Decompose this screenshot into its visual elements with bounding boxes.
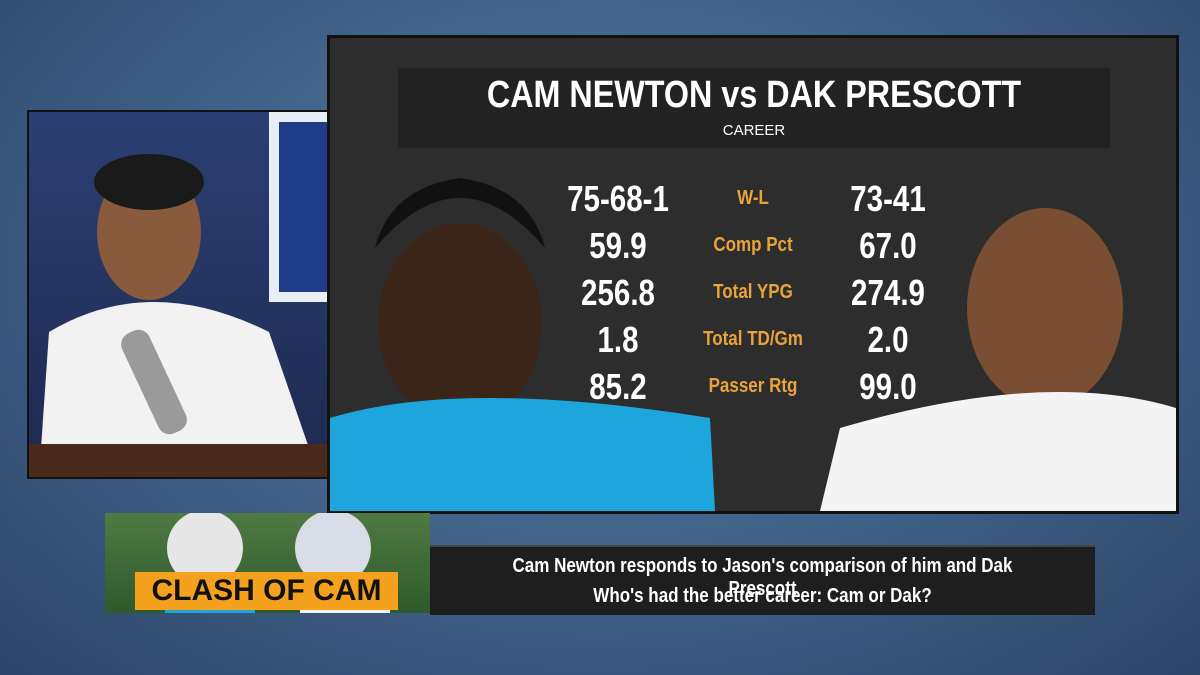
helmet-left — [167, 513, 243, 586]
segment-banner: CLASH OF CAM — [135, 572, 398, 610]
stats-panel: CAM NEWTON vs DAK PRESCOTT CAREER 75-68-… — [327, 35, 1179, 514]
cam-hair — [375, 178, 545, 248]
dak-stat: 73-41 — [850, 178, 926, 219]
title: CAM NEWTON vs DAK PRESCOTT — [486, 74, 1022, 116]
stat-label: Comp Pct — [713, 234, 793, 256]
host-video — [27, 110, 329, 479]
host-hair — [94, 154, 204, 210]
dak-stat: 274.9 — [851, 272, 925, 313]
stat-label: Passer Rtg — [708, 375, 798, 397]
dak-jersey — [820, 392, 1176, 511]
dak-stat: 99.0 — [859, 366, 917, 407]
stat-label: Total YPG — [713, 281, 793, 303]
cam-stat: 75-68-1 — [567, 178, 669, 219]
cam-stat: 256.8 — [581, 272, 655, 313]
title-bar: CAM NEWTON vs DAK PRESCOTT CAREER — [398, 68, 1110, 148]
stat-label: Total TD/Gm — [703, 328, 803, 350]
host-shirt — [39, 302, 319, 477]
cam-jersey — [330, 398, 715, 511]
cam-stat: 59.9 — [589, 225, 647, 266]
lower-third: Cam Newton responds to Jason's compariso… — [430, 545, 1095, 615]
caption-line: Cam Newton responds to Jason's compariso… — [512, 555, 1013, 600]
player-images — [330, 178, 1176, 511]
stat-label: W-L — [737, 187, 769, 209]
caption-line: Who's had the better career: Cam or Dak? — [593, 585, 932, 607]
desk — [29, 444, 327, 477]
logo-shield — [279, 122, 327, 292]
cam-stat: 1.8 — [597, 319, 639, 360]
cam-head — [378, 223, 542, 423]
dak-stat: 2.0 — [867, 319, 909, 360]
host-image — [29, 112, 327, 477]
dak-head — [967, 208, 1123, 408]
dak-stat: 67.0 — [859, 225, 917, 266]
subtitle: CAREER — [722, 122, 786, 139]
cam-stat: 85.2 — [589, 366, 647, 407]
helmet-right — [295, 513, 371, 586]
microphone — [121, 329, 187, 435]
